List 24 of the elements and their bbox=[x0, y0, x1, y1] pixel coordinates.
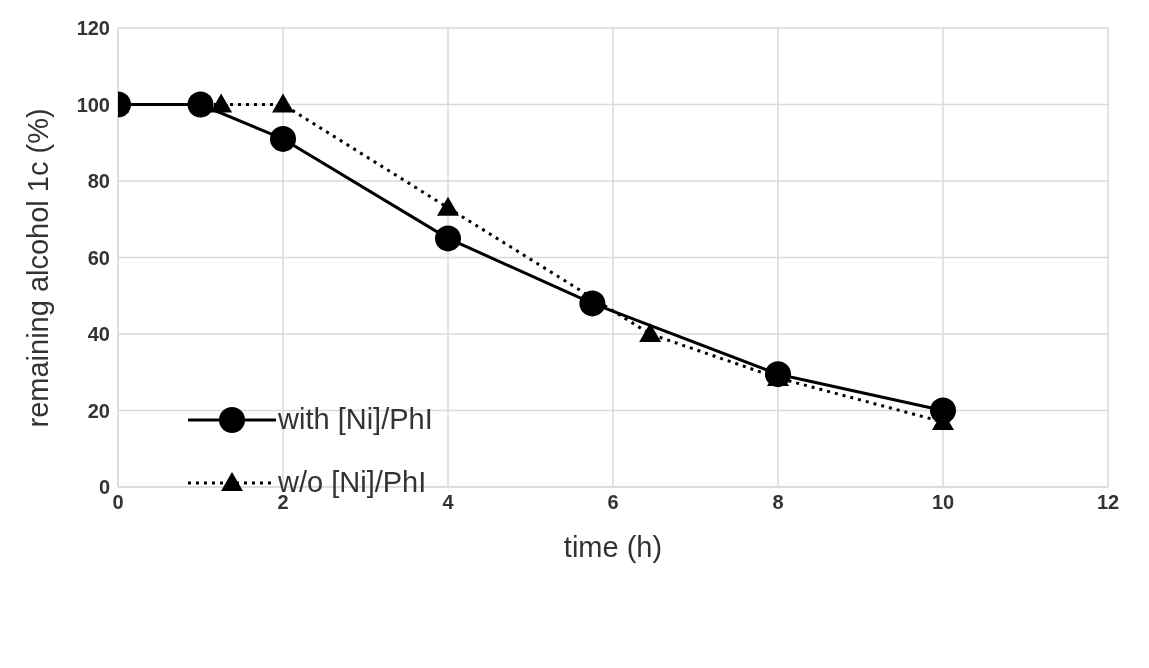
point bbox=[639, 323, 662, 342]
x-axis-title: time (h) bbox=[563, 531, 663, 563]
y-tick-label: 60 bbox=[87, 246, 110, 269]
point bbox=[272, 93, 294, 113]
point bbox=[187, 91, 214, 118]
y-tick-label: 0 bbox=[98, 476, 110, 499]
point bbox=[270, 125, 296, 152]
x-tick-label: 10 bbox=[931, 491, 955, 514]
x-tick-label: 0 bbox=[112, 491, 124, 514]
x-tick-label: 4 bbox=[442, 491, 455, 514]
point bbox=[210, 93, 233, 113]
y-tick-label: 40 bbox=[87, 323, 110, 346]
legend-label: with [Ni]/PhI bbox=[278, 403, 433, 436]
y-axis-title: remaining alcohol 1c (%) bbox=[22, 108, 55, 428]
y-tick-label: 20 bbox=[87, 399, 110, 422]
y-tick-label: 120 bbox=[76, 17, 110, 40]
x-tick-label: 6 bbox=[607, 491, 619, 514]
x-tick-label: 12 bbox=[1096, 491, 1120, 514]
point bbox=[437, 196, 459, 216]
point bbox=[435, 225, 461, 252]
point bbox=[579, 290, 606, 317]
x-tick-label: 8 bbox=[772, 491, 784, 514]
y-tick-label: 100 bbox=[76, 93, 110, 116]
y-tick-label: 80 bbox=[87, 170, 110, 193]
